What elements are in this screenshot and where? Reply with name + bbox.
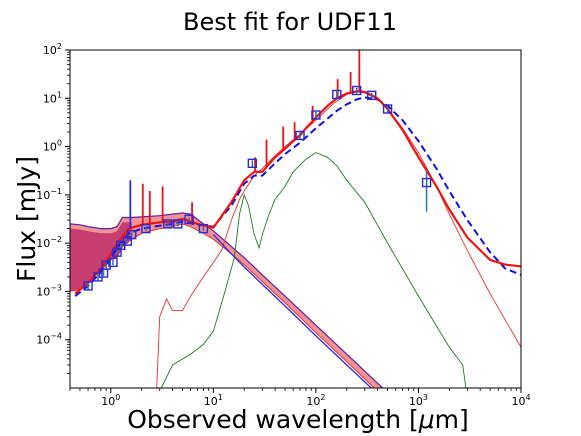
obs-point [382, 104, 393, 114]
obs-point [163, 219, 173, 229]
obs-point [198, 223, 209, 234]
stellar-band-upper-edge [70, 212, 384, 388]
stellar-band-inner [70, 222, 132, 292]
obs-point [83, 281, 93, 291]
series-line-stellar_blue [212, 234, 373, 388]
obs-point [141, 223, 151, 234]
x-axis-label: Observed wavelength [μm] [127, 405, 469, 434]
obs-point [332, 89, 342, 100]
x-tick-label: 100 [101, 393, 120, 408]
obs-point [184, 214, 194, 225]
x-tick-label: 101 [204, 393, 223, 408]
chart-title: Best fit for UDF11 [183, 8, 397, 36]
plot-area [70, 50, 521, 388]
x-axis: 100 101 102 103 104 [69, 388, 531, 408]
obs-point [247, 158, 258, 169]
obs-point [366, 90, 377, 101]
x-tick-label: 102 [306, 393, 325, 408]
series-line-unattenuated_component [156, 91, 521, 388]
obs-point [311, 110, 321, 120]
y-axis-label: Flux [mJy] [12, 156, 41, 282]
obs-point [352, 85, 362, 96]
obs-point [295, 130, 305, 141]
y-tick-label: 102 [43, 42, 62, 57]
obs-point [101, 260, 111, 270]
obs-point [421, 177, 432, 188]
y-tick-label: 101 [43, 90, 62, 105]
axes-frame [69, 49, 522, 389]
y-tick-label: 10−1 [36, 187, 62, 202]
y-tick-label: 100 [43, 139, 62, 154]
obs-point [108, 257, 118, 268]
y-tick-label: 10−2 [36, 235, 62, 250]
y-tick-label: 10−4 [36, 332, 62, 347]
obs-point [127, 229, 137, 240]
series-line-alt_fit [74, 96, 521, 297]
y-axis: 10−4 10−3 10−2 10−1 100 101 102 [36, 42, 70, 374]
y-tick-label: 10−3 [36, 283, 62, 298]
series-line-dust_component [160, 152, 467, 388]
x-tick-label: 103 [409, 393, 428, 408]
x-tick-label: 104 [511, 393, 530, 408]
obs-point [173, 219, 183, 229]
